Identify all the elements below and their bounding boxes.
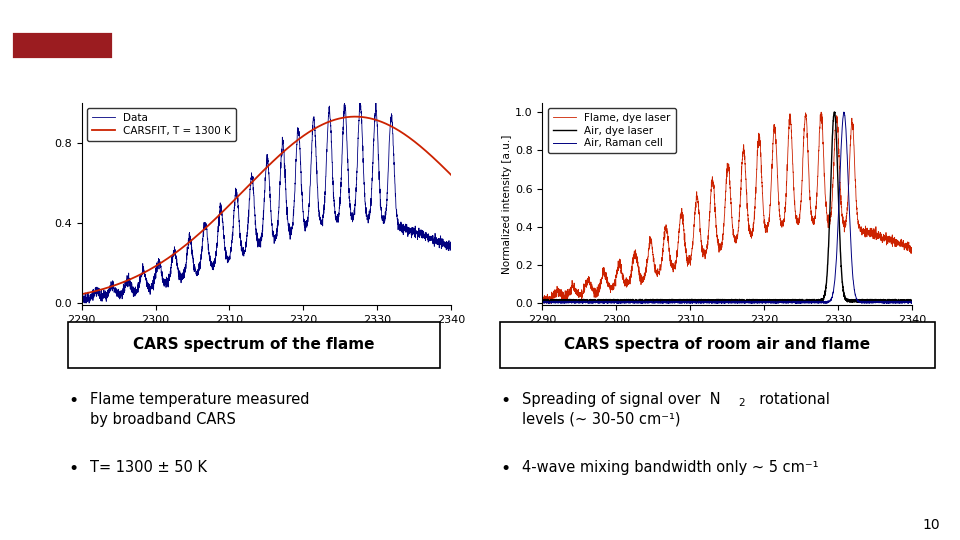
- Air, dye laser: [637, 299, 649, 306]
- Text: T= 1300 ± 50 K: T= 1300 ± 50 K: [90, 460, 207, 475]
- Text: Flame temperature measured: Flame temperature measured: [90, 392, 309, 407]
- Data: [445, 246, 457, 252]
- Flame, dye laser: [544, 300, 556, 306]
- Bar: [500, 322, 935, 368]
- Text: •: •: [500, 392, 511, 410]
- Text: •: •: [500, 460, 511, 478]
- Air, dye laser: [900, 296, 911, 303]
- Flame, dye laser: [601, 276, 612, 283]
- Text: Spreading of signal over  N: Spreading of signal over N: [522, 392, 721, 407]
- Text: •: •: [68, 460, 79, 478]
- Text: •: •: [68, 392, 79, 410]
- Text: by broadband CARS: by broadband CARS: [90, 412, 236, 427]
- Air, dye laser: [906, 298, 918, 305]
- Air, Raman cell: [694, 298, 706, 305]
- Y-axis label: Normalized intensity [a.u.]: Normalized intensity [a.u.]: [502, 134, 512, 274]
- Data: [218, 223, 229, 230]
- Data: [118, 288, 130, 294]
- Data: [140, 276, 152, 283]
- Air, dye laser: [537, 298, 548, 304]
- CARSFIT, T = 1300 K: [439, 165, 450, 171]
- Text: levels (~ 30-50 cm⁻¹): levels (~ 30-50 cm⁻¹): [522, 412, 681, 427]
- Air, Raman cell: [906, 300, 918, 306]
- Air, Raman cell: [900, 299, 911, 305]
- Text: CARS MEASUREMENTS: CARS MEASUREMENTS: [322, 33, 638, 57]
- Legend: Data, CARSFIT, T = 1300 K: Data, CARSFIT, T = 1300 K: [86, 108, 236, 141]
- Air, dye laser: [601, 298, 612, 304]
- CARSFIT, T = 1300 K: [140, 268, 152, 275]
- Data: [398, 225, 410, 231]
- CARSFIT, T = 1300 K: [76, 291, 87, 298]
- Air, Raman cell: [859, 299, 871, 305]
- Air, dye laser: [828, 109, 840, 116]
- Air, Raman cell: [537, 299, 548, 305]
- Line: CARSFIT, T = 1300 K: CARSFIT, T = 1300 K: [82, 117, 451, 294]
- Air, dye laser: [694, 298, 706, 304]
- Text: rotational: rotational: [750, 392, 829, 407]
- Text: CARS spectrum of the flame: CARS spectrum of the flame: [133, 338, 374, 352]
- Data: [439, 240, 450, 246]
- Flame, dye laser: [859, 234, 871, 240]
- Line: Air, Raman cell: Air, Raman cell: [542, 112, 912, 303]
- Air, dye laser: [579, 298, 590, 304]
- Bar: [68, 322, 440, 368]
- Air, Raman cell: [614, 300, 626, 306]
- Data: [371, 99, 382, 106]
- FancyBboxPatch shape: [0, 14, 176, 77]
- Data: [84, 300, 95, 306]
- Line: Air, dye laser: Air, dye laser: [542, 112, 912, 302]
- X-axis label: Raman Shift [cm⁻¹]: Raman Shift [cm⁻¹]: [673, 330, 781, 340]
- Data: [233, 222, 245, 229]
- Line: Flame, dye laser: Flame, dye laser: [542, 112, 912, 303]
- Air, dye laser: [679, 298, 690, 304]
- CARSFIT, T = 1300 K: [349, 113, 361, 120]
- Air, Raman cell: [601, 299, 612, 305]
- Air, Raman cell: [579, 299, 590, 306]
- Text: 2: 2: [738, 398, 745, 408]
- Text: 10: 10: [923, 518, 940, 532]
- FancyBboxPatch shape: [12, 31, 113, 59]
- CARSFIT, T = 1300 K: [118, 279, 130, 285]
- Flame, dye laser: [579, 287, 590, 293]
- Air, Raman cell: [838, 109, 850, 116]
- X-axis label: Raman Shift [cm⁻¹]: Raman Shift [cm⁻¹]: [212, 330, 321, 340]
- Flame, dye laser: [900, 240, 911, 247]
- Text: CARS spectra of room air and flame: CARS spectra of room air and flame: [564, 338, 871, 352]
- Flame, dye laser: [815, 109, 827, 116]
- Flame, dye laser: [679, 237, 690, 244]
- Legend: Flame, dye laser, Air, dye laser, Air, Raman cell: Flame, dye laser, Air, dye laser, Air, R…: [547, 108, 676, 153]
- CARSFIT, T = 1300 K: [445, 172, 457, 178]
- Flame, dye laser: [537, 292, 548, 298]
- Air, Raman cell: [679, 300, 690, 306]
- CARSFIT, T = 1300 K: [218, 208, 229, 214]
- Text: 4-wave mixing bandwidth only ~ 5 cm⁻¹: 4-wave mixing bandwidth only ~ 5 cm⁻¹: [522, 460, 819, 475]
- Line: Data: Data: [82, 103, 451, 303]
- CARSFIT, T = 1300 K: [398, 131, 410, 137]
- Air, dye laser: [859, 299, 871, 305]
- Data: [76, 299, 87, 305]
- Flame, dye laser: [694, 227, 706, 233]
- CARSFIT, T = 1300 K: [233, 192, 245, 198]
- Flame, dye laser: [906, 247, 918, 254]
